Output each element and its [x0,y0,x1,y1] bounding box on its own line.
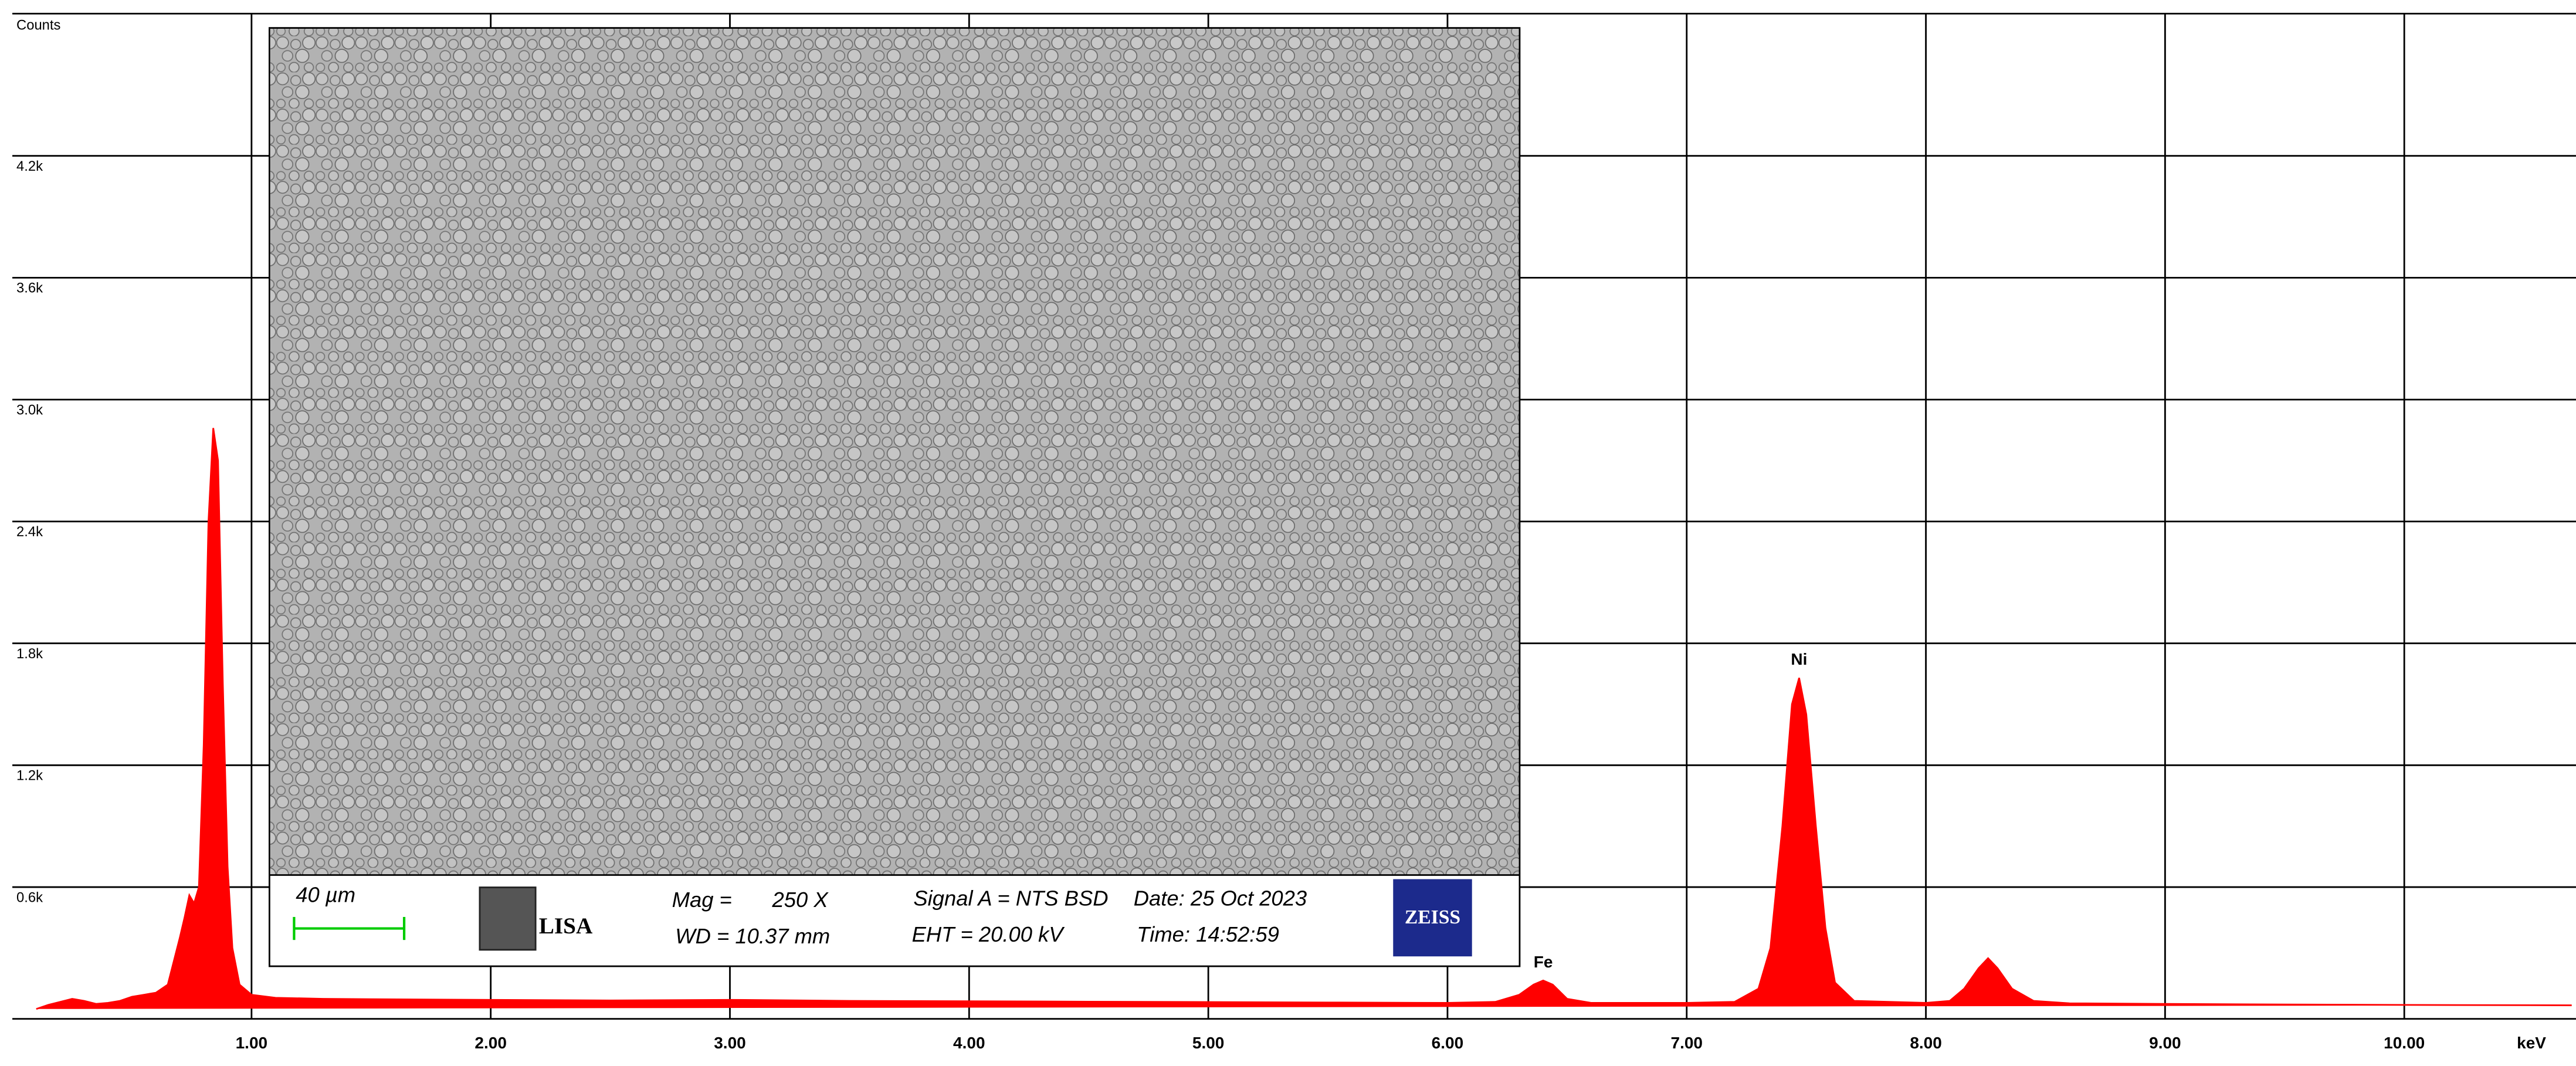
eht: EHT = 20.00 kV [912,922,1066,946]
x-tick-label: 4.00 [953,1034,985,1052]
peak-label: Ni [1791,650,1807,668]
time: Time: 14:52:59 [1137,922,1279,946]
spectrum-layer: Fe Ni [36,428,2572,1010]
wd: WD = 10.37 mm [675,924,830,948]
x-tick-label: 3.00 [714,1034,746,1052]
x-tick-label: 10.00 [2384,1034,2425,1052]
sem-image [270,29,1519,875]
zeiss-logo-bg [1393,879,1472,957]
y-tick-label: 1.2k [16,768,43,784]
y-tick-label: 3.6k [16,280,43,296]
y-tick-label: 0.6k [16,889,43,905]
signal: Signal A = NTS BSD [913,886,1108,910]
y-tick-label: 4.2k [16,158,43,174]
scale-bar-label: 40 µm [296,883,355,907]
x-tick-label: 6.00 [1432,1034,1464,1052]
x-tick-label: 8.00 [1910,1034,1942,1052]
spectrum [36,428,2572,1010]
x-tick-label: 9.00 [2149,1034,2181,1052]
x-tick-label: 1.00 [236,1034,268,1052]
x-tick-label: 7.00 [1671,1034,1703,1052]
sem-inset: 40 µm LISA Mag = 250 X WD = 10.37 mm Sig… [268,27,1521,967]
x-tick-label: 2.00 [474,1034,507,1052]
y-tick-label: 1.8k [16,646,43,662]
y-tick-label: 2.4k [16,524,43,540]
x-axis-label: keV [2517,1034,2546,1052]
peak-label: Fe [1534,953,1553,971]
date: Date: 25 Oct 2023 [1134,886,1307,910]
x-tick-label: 5.00 [1192,1034,1225,1052]
lisa-cube [479,886,537,951]
mag-value: 250 X [771,888,829,912]
zeiss-logo: ZEISS [1405,906,1460,928]
mag-label: Mag = [672,888,732,912]
y-axis-label: Counts [16,17,61,33]
y-tick-label: 3.0k [16,402,43,418]
lisa-logo: LISA [539,913,593,939]
